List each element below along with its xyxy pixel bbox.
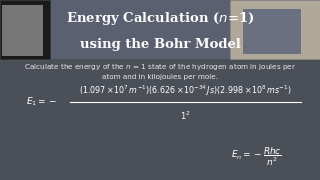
Bar [0, 0, 320, 59]
Text: $E_n = -\dfrac{Rhc}{n^2}$: $E_n = -\dfrac{Rhc}{n^2}$ [230, 145, 282, 168]
Text: $1^2$: $1^2$ [180, 110, 191, 122]
Bar [243, 9, 301, 54]
Bar [2, 5, 43, 56]
Text: $E_1 = -$: $E_1 = -$ [26, 95, 58, 108]
Text: using the Bohr Model: using the Bohr Model [80, 38, 240, 51]
Text: $(1.097\times\!10^7\,m^{-1})(6.626\times\!10^{-34}\,Js)(2.998\times\!10^8\,ms^{-: $(1.097\times\!10^7\,m^{-1})(6.626\times… [79, 84, 292, 98]
Bar [230, 0, 320, 59]
Bar [0, 0, 50, 59]
Text: Energy Calculation ($n$=1): Energy Calculation ($n$=1) [66, 10, 254, 27]
Text: Calculate the energy of the $n$ = 1 state of the hydrogen atom in joules per
ato: Calculate the energy of the $n$ = 1 stat… [24, 62, 296, 80]
